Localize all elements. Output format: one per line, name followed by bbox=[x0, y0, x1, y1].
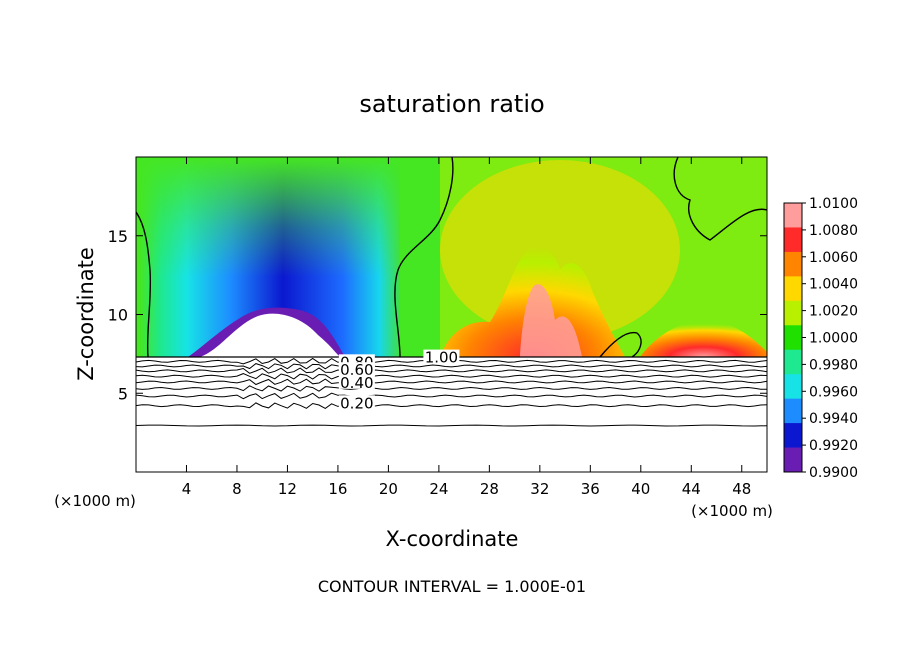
plot-area bbox=[136, 157, 767, 472]
supersaturated-arc bbox=[640, 319, 767, 357]
contour-line-0.2 bbox=[136, 402, 767, 409]
x-unit-label-left: (×1000 m) bbox=[54, 492, 136, 510]
contour-label-backdrop bbox=[338, 362, 375, 377]
colorbar-swatch bbox=[784, 276, 802, 302]
contour-label-backdrop bbox=[338, 395, 375, 410]
colorbar-swatch bbox=[784, 447, 802, 473]
x-tick-label: 40 bbox=[631, 480, 650, 498]
contour-labels: 1.000.800.600.400.20 bbox=[338, 349, 460, 412]
colorbar-swatch bbox=[784, 227, 802, 253]
contour-line-0.3 bbox=[136, 392, 767, 400]
colorbar-tick-label: 1.0060 bbox=[809, 250, 858, 266]
colorbar-swatch bbox=[784, 374, 802, 400]
contour-line-0.8 bbox=[136, 363, 767, 370]
contour-label-backdrop bbox=[338, 374, 375, 389]
colorbar-tick-label: 1.0100 bbox=[809, 196, 858, 212]
contour-1.00-left bbox=[136, 211, 152, 358]
contour-line-0.5 bbox=[136, 378, 767, 386]
y-axis-label: Z-coordinate bbox=[74, 247, 98, 381]
x-tick-label: 32 bbox=[530, 480, 549, 498]
contour-label: 0.40 bbox=[340, 374, 373, 392]
yellow-glow bbox=[440, 160, 680, 340]
x-tick-label: 44 bbox=[682, 480, 701, 498]
colorbar-swatch bbox=[784, 423, 802, 449]
x-tick-label: 48 bbox=[732, 480, 751, 498]
colorbar-tick-label: 1.0020 bbox=[809, 304, 858, 320]
colorbar-tick-label: 0.9980 bbox=[809, 357, 858, 373]
contour-label: 1.00 bbox=[425, 349, 458, 367]
x-axis-ticks: 4 8 12 16 20 24 28 32 36 40 44 48 bbox=[182, 157, 751, 498]
contour-label: 0.20 bbox=[340, 394, 373, 412]
colorbar-tick-label: 0.9900 bbox=[809, 465, 858, 481]
colorbar-tick-label: 1.0000 bbox=[809, 331, 858, 347]
colorbar-tick-label: 1.0040 bbox=[809, 277, 858, 293]
y-tick-label: 15 bbox=[108, 227, 128, 246]
below-cloud-region bbox=[136, 357, 767, 472]
y-axis-ticks: 5 10 15 bbox=[108, 227, 767, 403]
colorbar-tick-label: 0.9920 bbox=[809, 438, 858, 454]
colorbar-swatch bbox=[784, 398, 802, 424]
x-tick-label: 36 bbox=[581, 480, 600, 498]
x-tick-label: 8 bbox=[232, 480, 242, 498]
contour-label-backdrop bbox=[423, 349, 460, 364]
colorbar-swatch bbox=[784, 203, 802, 228]
x-axis-label: X-coordinate bbox=[386, 527, 519, 551]
chart-title: saturation ratio bbox=[359, 90, 544, 118]
colorbar-swatch bbox=[784, 251, 802, 277]
x-tick-label: 20 bbox=[379, 480, 398, 498]
contour-line-0.1 bbox=[136, 424, 767, 427]
x-tick-label: 4 bbox=[182, 480, 192, 498]
contour-line-0.7 bbox=[136, 367, 767, 374]
colorbar-tick-label: 1.0080 bbox=[809, 223, 858, 239]
contour-1.00-small bbox=[599, 331, 642, 358]
contour-line-0.6 bbox=[136, 373, 767, 380]
below-cloud-bump bbox=[200, 313, 340, 357]
contour-lines bbox=[136, 356, 767, 427]
supersaturated-core bbox=[520, 284, 582, 357]
x-tick-label: 24 bbox=[429, 480, 448, 498]
contour-line-0.4 bbox=[136, 385, 767, 392]
x-tick-label: 16 bbox=[328, 480, 347, 498]
contour-label: 0.60 bbox=[340, 361, 373, 379]
y-tick-label: 5 bbox=[118, 384, 128, 403]
x-tick-label: 12 bbox=[278, 480, 297, 498]
x-unit-label-right: (×1000 m) bbox=[691, 502, 773, 520]
colorbar: 1.0100 1.0080 1.0060 1.0040 1.0020 1.0000 0.99… bbox=[783, 196, 858, 481]
colorbar-tick-label: 0.9960 bbox=[809, 384, 858, 400]
x-tick-label: 28 bbox=[480, 480, 499, 498]
y-tick-label: 10 bbox=[108, 306, 128, 325]
contour-1.00-center bbox=[394, 157, 454, 358]
contour-interval-note: CONTOUR INTERVAL = 1.000E-01 bbox=[318, 577, 586, 596]
colorbar-swatch bbox=[784, 349, 802, 375]
contour-1.00-right bbox=[673, 157, 767, 241]
colorbar-tick-label: 0.9940 bbox=[809, 411, 858, 427]
colorbar-swatch bbox=[784, 325, 802, 351]
colorbar-swatch bbox=[784, 300, 802, 326]
